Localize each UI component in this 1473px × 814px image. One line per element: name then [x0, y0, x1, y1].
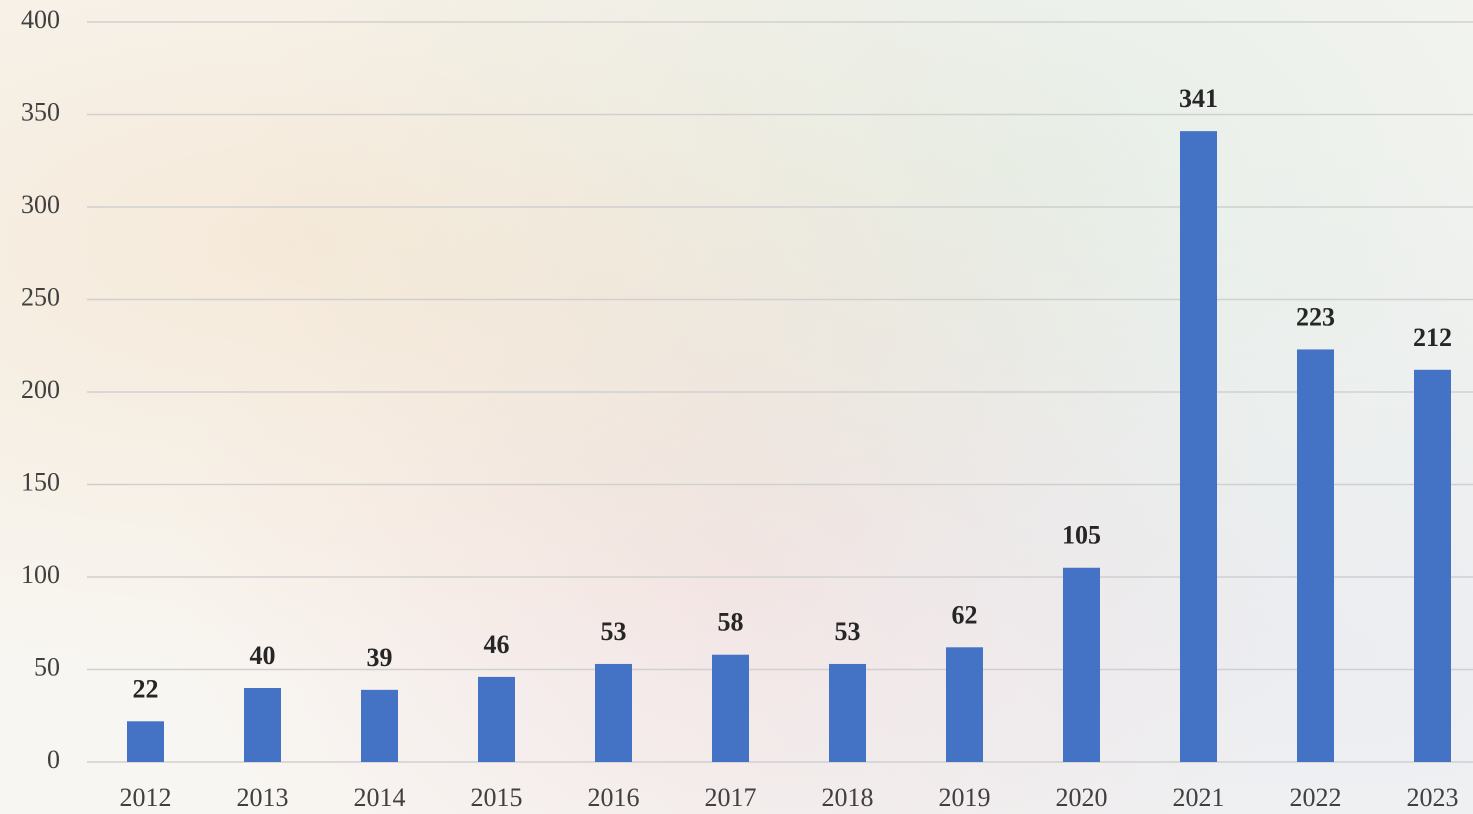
value-label: 105 [1062, 521, 1101, 550]
value-label: 223 [1296, 302, 1335, 331]
value-label: 58 [718, 608, 744, 637]
x-tick-label: 2018 [822, 783, 874, 812]
value-label: 53 [601, 617, 627, 646]
x-tick-label: 2016 [588, 783, 640, 812]
value-label: 62 [952, 600, 978, 629]
bar [244, 688, 281, 762]
value-label: 22 [133, 674, 159, 703]
bar [595, 663, 632, 762]
x-tick-label: 2015 [471, 783, 523, 812]
x-tick-label: 2012 [120, 783, 172, 812]
bar [1063, 567, 1100, 762]
value-label: 40 [250, 641, 276, 670]
x-tick-label: 2023 [1407, 783, 1459, 812]
y-tick-label: 300 [21, 190, 60, 219]
y-tick-label: 150 [21, 467, 60, 496]
bar [829, 663, 866, 762]
bar [946, 647, 983, 762]
x-tick-label: 2019 [939, 783, 991, 812]
x-tick-label: 2021 [1173, 783, 1225, 812]
y-tick-label: 350 [21, 97, 60, 126]
bar [361, 689, 398, 762]
y-tick-label: 400 [21, 5, 60, 34]
value-label: 212 [1413, 323, 1452, 352]
x-tick-label: 2017 [705, 783, 757, 812]
x-tick-label: 2020 [1056, 783, 1108, 812]
y-tick-label: 0 [47, 745, 60, 774]
y-tick-label: 50 [34, 652, 60, 681]
x-tick-label: 2014 [354, 783, 406, 812]
y-tick-label: 200 [21, 375, 60, 404]
value-label: 39 [367, 643, 393, 672]
x-tick-label: 2013 [237, 783, 289, 812]
bar [1297, 349, 1334, 762]
y-tick-label: 100 [21, 560, 60, 589]
value-label: 46 [484, 630, 510, 659]
value-label: 53 [835, 617, 861, 646]
bar [1180, 131, 1217, 762]
bar [1414, 369, 1451, 762]
value-label: 341 [1179, 84, 1218, 113]
x-tick-label: 2022 [1290, 783, 1342, 812]
bar [127, 721, 164, 762]
y-tick-label: 250 [21, 282, 60, 311]
bar [712, 654, 749, 762]
bar [478, 676, 515, 762]
